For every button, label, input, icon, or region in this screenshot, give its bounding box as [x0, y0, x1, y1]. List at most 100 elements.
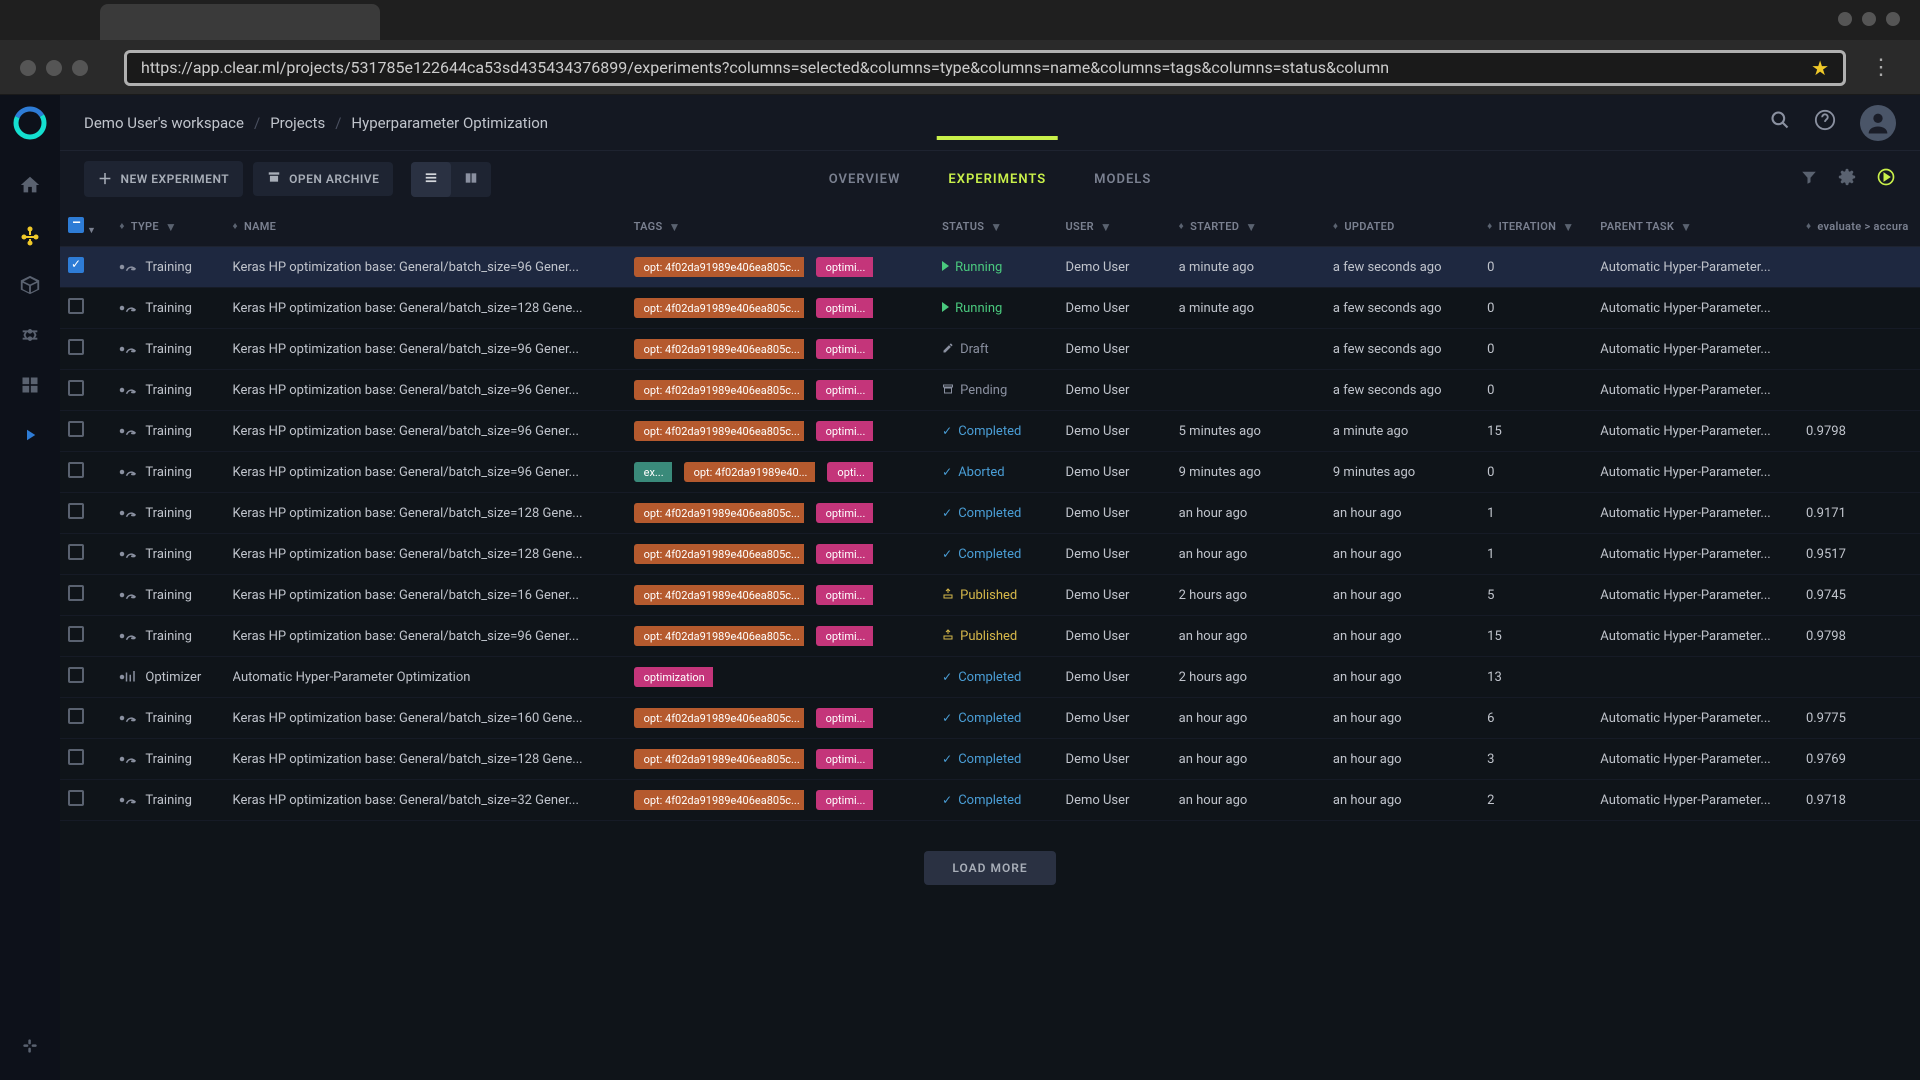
- traffic-light-icon[interactable]: [20, 60, 36, 76]
- row-checkbox[interactable]: [68, 667, 84, 683]
- filter-icon[interactable]: ▼: [1680, 220, 1692, 234]
- select-all-checkbox[interactable]: [68, 217, 84, 233]
- tag[interactable]: optimi...: [816, 298, 874, 318]
- tag[interactable]: optimi...: [816, 339, 874, 359]
- tag[interactable]: opt: 4f02da91989e40...: [684, 462, 816, 482]
- col-user[interactable]: USER▼: [1058, 207, 1171, 247]
- row-checkbox[interactable]: [68, 708, 84, 724]
- chevron-down-icon[interactable]: ▼: [87, 226, 96, 236]
- table-row[interactable]: Training Keras HP optimization base: Gen…: [60, 698, 1920, 739]
- tag[interactable]: optimi...: [816, 708, 874, 728]
- filter-icon[interactable]: ▼: [990, 220, 1002, 234]
- settings-icon[interactable]: [1838, 168, 1856, 191]
- home-icon[interactable]: [16, 171, 44, 199]
- table-row[interactable]: Training Keras HP optimization base: Gen…: [60, 780, 1920, 821]
- experiment-name[interactable]: Automatic Hyper-Parameter Optimization: [233, 670, 593, 685]
- filter-icon[interactable]: ▼: [669, 220, 681, 234]
- user-avatar[interactable]: [1860, 105, 1896, 141]
- col-updated[interactable]: ♦UPDATED: [1325, 207, 1479, 247]
- breadcrumb-projects[interactable]: Projects: [270, 114, 325, 132]
- experiment-name[interactable]: Keras HP optimization base: General/batc…: [233, 260, 593, 275]
- tag[interactable]: optimi...: [816, 257, 874, 277]
- new-experiment-button[interactable]: ＋ NEW EXPERIMENT: [84, 161, 243, 197]
- bookmark-star-icon[interactable]: ★: [1811, 56, 1829, 80]
- traffic-light-icon[interactable]: [46, 60, 62, 76]
- col-started[interactable]: ♦STARTED▼: [1171, 207, 1325, 247]
- table-row[interactable]: Training Keras HP optimization base: Gen…: [60, 370, 1920, 411]
- filter-icon[interactable]: ▼: [1562, 220, 1574, 234]
- col-checkbox[interactable]: ▼: [60, 207, 111, 247]
- table-row[interactable]: Training Keras HP optimization base: Gen…: [60, 616, 1920, 657]
- load-more-button[interactable]: LOAD MORE: [924, 851, 1055, 885]
- url-input[interactable]: https://app.clear.ml/projects/531785e122…: [124, 50, 1846, 86]
- table-row[interactable]: Training Keras HP optimization base: Gen…: [60, 739, 1920, 780]
- filter-icon[interactable]: ▼: [1100, 220, 1112, 234]
- experiment-name[interactable]: Keras HP optimization base: General/batc…: [233, 342, 593, 357]
- tag[interactable]: optimi...: [816, 749, 874, 769]
- table-row[interactable]: Training Keras HP optimization base: Gen…: [60, 575, 1920, 616]
- window-dot-icon[interactable]: [1862, 12, 1876, 26]
- breadcrumb-workspace[interactable]: Demo User's workspace: [84, 114, 244, 132]
- table-row[interactable]: Training Keras HP optimization base: Gen…: [60, 247, 1920, 288]
- row-checkbox[interactable]: [68, 790, 84, 806]
- detail-view-button[interactable]: [451, 162, 491, 197]
- col-status[interactable]: STATUS▼: [934, 207, 1057, 247]
- tag[interactable]: opt: 4f02da91989e406ea805c...: [634, 749, 804, 769]
- tab-experiments[interactable]: EXPERIMENTS: [944, 154, 1050, 205]
- projects-icon[interactable]: [16, 221, 44, 249]
- experiment-name[interactable]: Keras HP optimization base: General/batc…: [233, 629, 593, 644]
- table-row[interactable]: Optimizer Automatic Hyper-Parameter Opti…: [60, 657, 1920, 698]
- experiment-name[interactable]: Keras HP optimization base: General/batc…: [233, 793, 593, 808]
- row-checkbox[interactable]: [68, 544, 84, 560]
- refresh-icon[interactable]: [1876, 167, 1896, 192]
- col-metric[interactable]: ♦evaluate > accura: [1798, 207, 1920, 247]
- tag[interactable]: ex...: [634, 462, 672, 482]
- open-archive-button[interactable]: OPEN ARCHIVE: [253, 162, 393, 196]
- pipelines-icon[interactable]: [16, 321, 44, 349]
- window-dot-icon[interactable]: [1838, 12, 1852, 26]
- tag[interactable]: opt: 4f02da91989e406ea805c...: [634, 585, 804, 605]
- experiment-name[interactable]: Keras HP optimization base: General/batc…: [233, 711, 593, 726]
- tag[interactable]: opt: 4f02da91989e406ea805c...: [634, 503, 804, 523]
- tag[interactable]: optimi...: [816, 544, 874, 564]
- tag[interactable]: opt: 4f02da91989e406ea805c...: [634, 544, 804, 564]
- experiment-name[interactable]: Keras HP optimization base: General/batc…: [233, 506, 593, 521]
- row-checkbox[interactable]: [68, 462, 84, 478]
- breadcrumb-current[interactable]: Hyperparameter Optimization: [351, 114, 548, 132]
- row-checkbox[interactable]: [68, 503, 84, 519]
- logo-icon[interactable]: [12, 105, 48, 141]
- tag[interactable]: optimi...: [816, 380, 874, 400]
- search-icon[interactable]: [1770, 110, 1790, 135]
- table-row[interactable]: Training Keras HP optimization base: Gen…: [60, 534, 1920, 575]
- row-checkbox[interactable]: [68, 257, 84, 273]
- window-dot-icon[interactable]: [1886, 12, 1900, 26]
- reports-icon[interactable]: [16, 371, 44, 399]
- experiment-name[interactable]: Keras HP optimization base: General/batc…: [233, 588, 593, 603]
- row-checkbox[interactable]: [68, 626, 84, 642]
- row-checkbox[interactable]: [68, 421, 84, 437]
- col-parent[interactable]: PARENT TASK▼: [1592, 207, 1798, 247]
- browser-menu-icon[interactable]: ⋮: [1862, 55, 1900, 80]
- tag[interactable]: optimi...: [816, 790, 874, 810]
- tab-models[interactable]: MODELS: [1090, 154, 1155, 205]
- tag[interactable]: optimization: [634, 667, 713, 687]
- table-row[interactable]: Training Keras HP optimization base: Gen…: [60, 493, 1920, 534]
- row-checkbox[interactable]: [68, 298, 84, 314]
- help-icon[interactable]: [1814, 109, 1836, 136]
- filter-icon[interactable]: [1800, 168, 1818, 191]
- datasets-icon[interactable]: [16, 271, 44, 299]
- tag[interactable]: opt: 4f02da91989e406ea805c...: [634, 421, 804, 441]
- row-checkbox[interactable]: [68, 380, 84, 396]
- experiment-name[interactable]: Keras HP optimization base: General/batc…: [233, 547, 593, 562]
- experiment-name[interactable]: Keras HP optimization base: General/batc…: [233, 424, 593, 439]
- col-iteration[interactable]: ♦ITERATION▼: [1479, 207, 1592, 247]
- tag[interactable]: opt: 4f02da91989e406ea805c...: [634, 339, 804, 359]
- experiment-name[interactable]: Keras HP optimization base: General/batc…: [233, 465, 593, 480]
- experiment-name[interactable]: Keras HP optimization base: General/batc…: [233, 383, 593, 398]
- tag[interactable]: opt: 4f02da91989e406ea805c...: [634, 380, 804, 400]
- experiment-name[interactable]: Keras HP optimization base: General/batc…: [233, 752, 593, 767]
- col-name[interactable]: ♦NAME: [225, 207, 626, 247]
- filter-icon[interactable]: ▼: [165, 220, 177, 234]
- tab-overview[interactable]: OVERVIEW: [825, 154, 905, 205]
- tag[interactable]: optimi...: [816, 503, 874, 523]
